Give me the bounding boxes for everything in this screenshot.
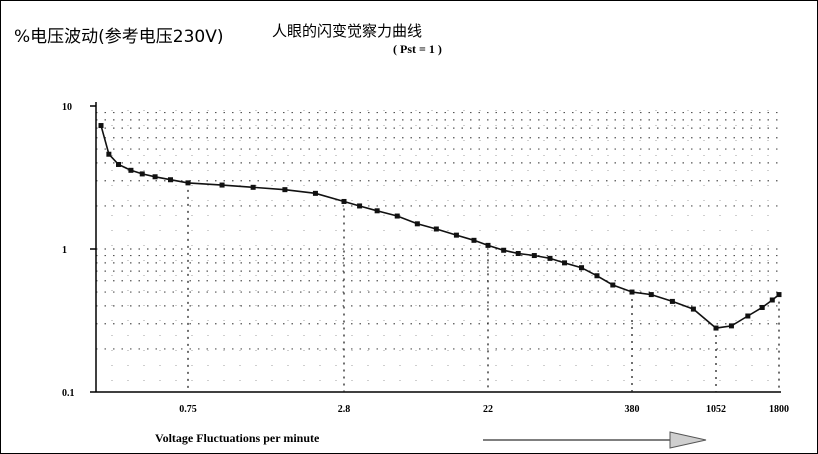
series-line [100,125,780,329]
data-point [759,304,765,310]
y-tick-label: 0.1 [62,388,75,399]
data-point [128,167,134,173]
data-point [116,161,122,167]
data-point [106,151,112,157]
data-point [414,221,420,227]
data-point [219,182,225,188]
data-point [690,306,696,312]
x-axis-label: Voltage Fluctuations per minute [155,431,320,445]
data-point [501,247,507,253]
data-point [374,208,380,214]
x-tick-label: 1052 [706,404,726,415]
x-tick-label: 1800 [769,404,789,415]
data-point [610,282,616,288]
data-point [312,190,318,196]
data-point [562,260,568,266]
chart-title: 人眼的闪变觉察力曲线 [272,22,423,40]
data-point [341,198,347,204]
grid [96,110,781,392]
x-tick-label: 0.75 [179,404,197,415]
data-point [579,265,585,271]
data-point [745,313,751,319]
data-point [515,251,521,257]
data-point [433,226,439,232]
data-point [185,180,191,186]
data-point [776,292,782,298]
data-point [139,171,145,177]
data-point [769,297,775,303]
data-point [713,325,719,331]
tick-drop-lines [187,182,780,392]
data-point [250,184,256,190]
data-point [167,177,173,183]
y-axis-unit-label: %电压波动(参考电压230V) [14,27,224,47]
series-group [98,123,782,331]
y-tick-label: 10 [62,102,72,113]
data-point [471,237,477,243]
data-point [531,253,537,259]
data-point [669,298,675,304]
data-point [594,273,600,279]
data-point [648,292,654,298]
data-point [98,123,104,129]
data-point [394,213,400,219]
data-point [485,242,491,248]
data-point [357,203,363,209]
y-tick-label: 1 [62,245,67,256]
y-ticks: 10 1 0.1 [62,102,96,399]
data-point [453,232,459,238]
x-tick-label: 22 [483,404,493,415]
chart-subtitle: ( Pst = 1 ) [393,42,442,56]
data-point [282,187,288,193]
x-ticks: 0.75 2.8 22 380 1052 1800 [179,404,789,415]
x-tick-label: 380 [625,404,640,415]
direction-arrow [483,431,707,449]
data-point [547,255,553,261]
data-point [629,289,635,295]
data-point [152,174,158,180]
data-point [728,323,734,329]
x-tick-label: 2.8 [338,404,351,415]
